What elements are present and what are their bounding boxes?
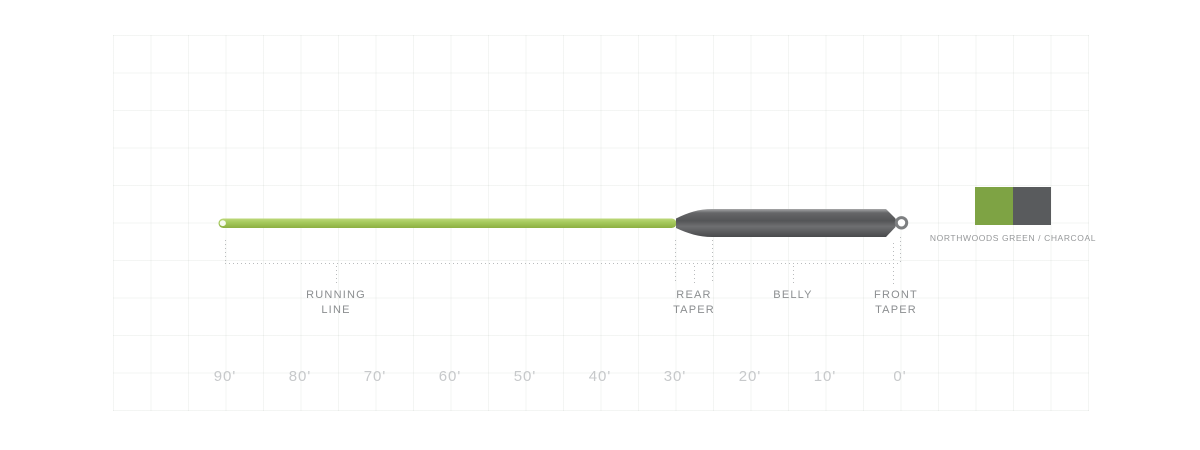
line-end-cap xyxy=(219,220,226,227)
label-belly-l1: BELLY xyxy=(773,289,813,301)
label-rear-taper: REAR TAPER xyxy=(673,288,715,317)
label-front-taper-l1: FRONT xyxy=(874,289,918,301)
label-tick-running-line xyxy=(336,266,337,284)
scale-tick-50: 50' xyxy=(513,368,537,385)
label-belly: BELLY xyxy=(773,288,812,303)
label-running-line-l1: RUNNING xyxy=(306,289,366,301)
label-rear-taper-l2: TAPER xyxy=(673,303,715,316)
scale-tick-40: 40' xyxy=(588,368,612,385)
label-running-line: RUNNING LINE xyxy=(306,288,366,317)
scale-tick-10: 10' xyxy=(813,368,837,385)
label-tick-belly xyxy=(793,266,794,284)
scale-tick-70: 70' xyxy=(363,368,387,385)
scale-tick-80: 80' xyxy=(288,368,312,385)
label-running-line-l2: LINE xyxy=(321,303,351,316)
running-line-segment xyxy=(218,218,677,228)
scale-tick-0: 0' xyxy=(893,368,907,385)
boundary-tick-0ft xyxy=(900,237,901,264)
scale-tick-30: 30' xyxy=(663,368,687,385)
color-swatch-green[interactable] xyxy=(975,187,1013,225)
scale-tick-60: 60' xyxy=(438,368,462,385)
color-swatch-charcoal[interactable] xyxy=(1013,187,1051,225)
color-swatch-label: NORTHWOODS GREEN / CHARCOAL xyxy=(929,233,1097,243)
label-rear-taper-l1: REAR xyxy=(676,289,712,301)
boundary-tick-belly-start xyxy=(712,240,713,283)
label-front-taper-l2: TAPER xyxy=(875,303,917,316)
boundary-tick-90ft xyxy=(225,240,226,263)
label-front-taper: FRONT TAPER xyxy=(874,288,918,317)
boundary-tick-front-taper xyxy=(893,243,894,284)
label-tick-rear-taper xyxy=(694,266,695,284)
measurement-rail xyxy=(225,263,901,264)
scale-tick-20: 20' xyxy=(738,368,762,385)
boundary-tick-rear-taper-start xyxy=(675,240,676,283)
head-segment xyxy=(676,209,896,237)
scale-tick-90: 90' xyxy=(213,368,237,385)
welded-loop xyxy=(894,216,909,230)
